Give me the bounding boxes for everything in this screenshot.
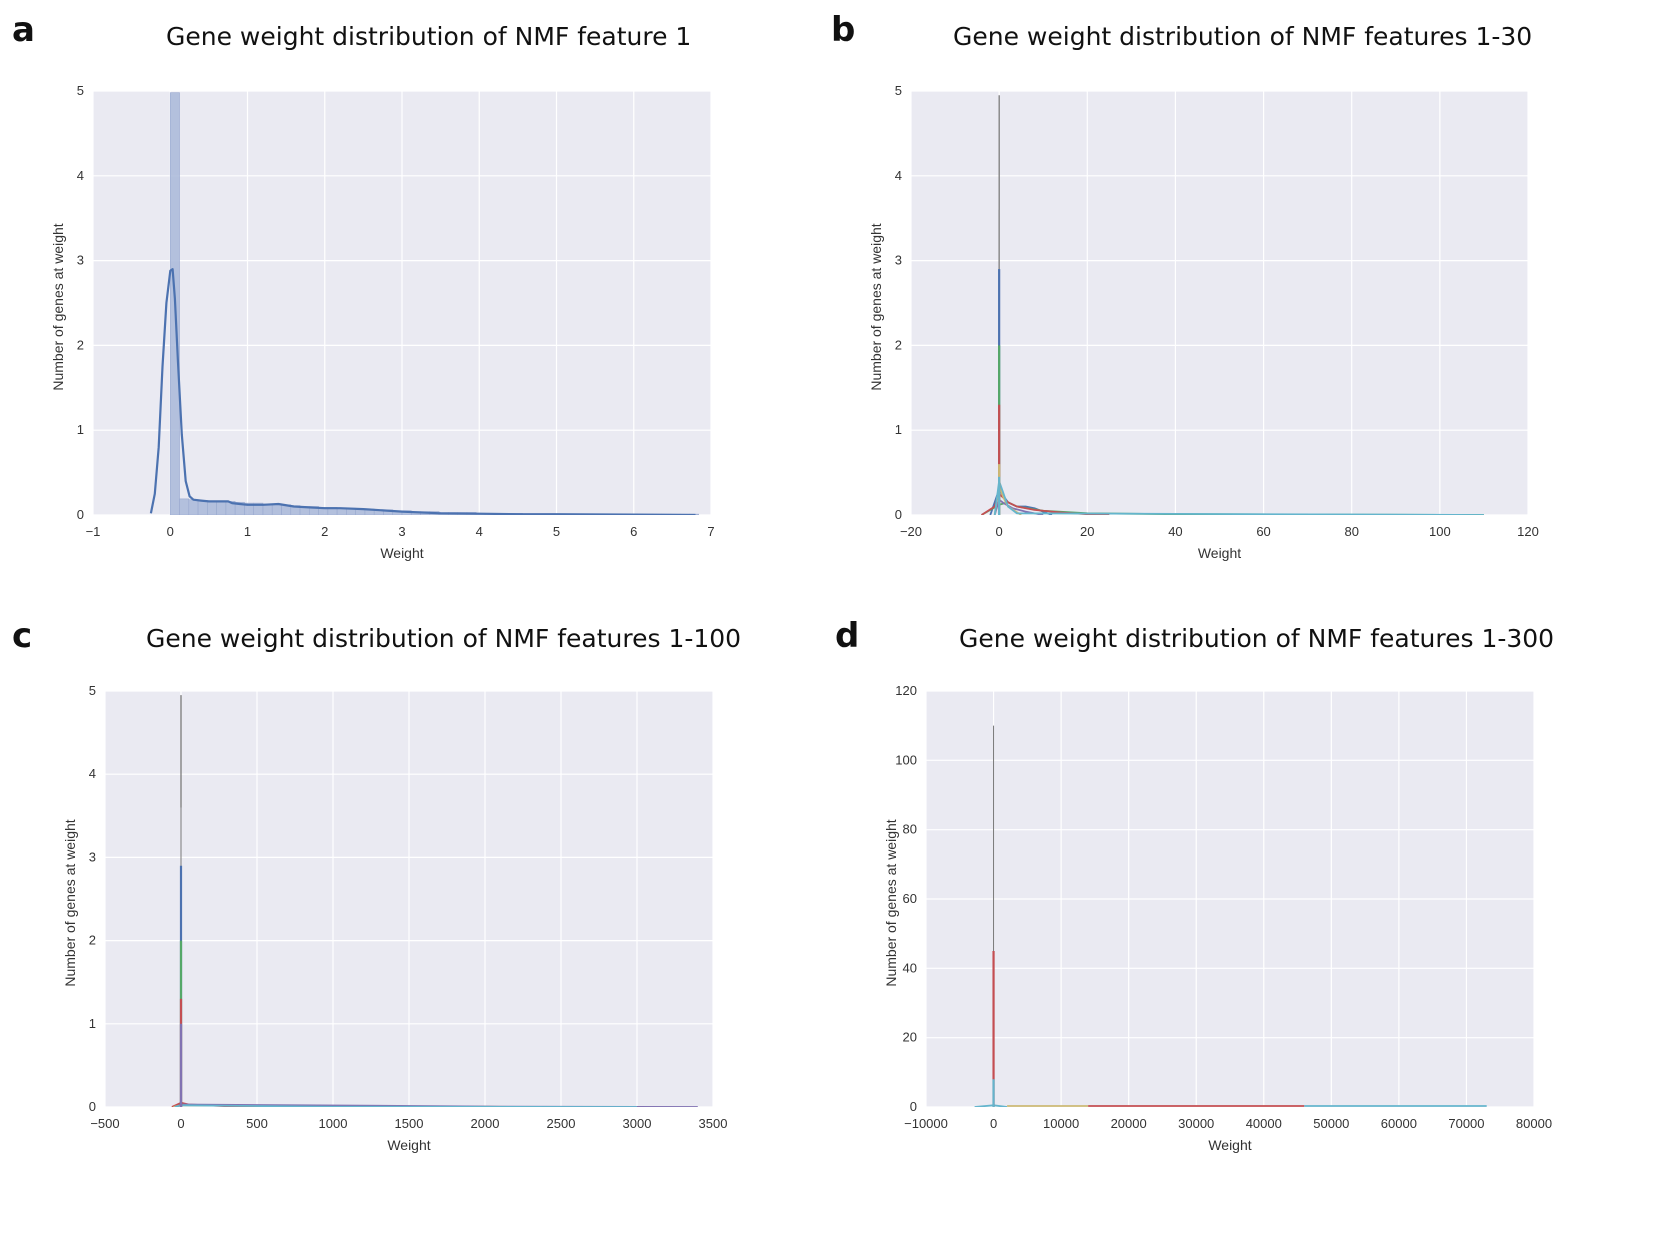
x-tick-label: 1500: [395, 1116, 424, 1131]
x-tick-label: 1000: [319, 1116, 348, 1131]
x-tick-label: 2500: [547, 1116, 576, 1131]
y-tick-label: 2: [77, 337, 84, 352]
x-tick-label: −500: [90, 1116, 119, 1131]
x-tick-label: 5: [553, 524, 560, 539]
x-tick-label: 120: [1517, 524, 1539, 539]
x-tick-label: 1: [244, 524, 251, 539]
chart-svg: −10000 0 10000 20000 30000 40000 50000 60000 700…: [883, 683, 1552, 1153]
panel-letter: a: [12, 10, 35, 50]
y-tick-label: 0: [895, 507, 902, 522]
x-tick-label: 60000: [1381, 1116, 1417, 1131]
y-tick-label: 1: [77, 422, 84, 437]
x-tick-label: 3500: [699, 1116, 728, 1131]
x-tick-label: 40000: [1246, 1116, 1282, 1131]
x-tick-label: 0: [990, 1116, 997, 1131]
y-axis-label: Number of genes at weight: [62, 819, 78, 986]
x-tick-label: 20: [1080, 524, 1094, 539]
chart-title: Gene weight distribution of NMF features…: [146, 624, 742, 653]
chart-panel-b: b Gene weight distribution of NMF featur…: [831, 0, 1662, 622]
chart-title: Gene weight distribution of NMF features…: [953, 22, 1533, 51]
x-axis-label: Weight: [387, 1137, 430, 1153]
y-tick-label: 60: [903, 891, 917, 906]
y-axis-label: Number of genes at weight: [868, 223, 884, 390]
y-tick-label: 5: [895, 83, 902, 98]
chart-marks: [981, 95, 1484, 515]
y-tick-label: 3: [89, 849, 96, 864]
y-tick-label: 0: [89, 1099, 96, 1114]
x-axis-label: Weight: [1208, 1137, 1251, 1153]
chart-marks: [149, 92, 699, 515]
x-tick-label: 7: [707, 524, 714, 539]
y-tick-label: 5: [77, 83, 84, 98]
y-tick-label: 100: [895, 752, 917, 767]
x-tick-label: 6: [630, 524, 637, 539]
y-tick-label: 5: [89, 683, 96, 698]
x-tick-label: 3000: [623, 1116, 652, 1131]
x-tick-label: 70000: [1448, 1116, 1484, 1131]
x-tick-label: 50000: [1313, 1116, 1349, 1131]
y-axis-label: Number of genes at weight: [883, 819, 899, 986]
kde-curve: [174, 1104, 638, 1107]
y-tick-label: 40: [903, 960, 917, 975]
chart-panel-a: a Gene weight distribution of NMF featur…: [0, 0, 831, 622]
chart-title: Gene weight distribution of NMF features…: [959, 624, 1555, 653]
panel-letter: b: [831, 10, 856, 50]
chart-title: Gene weight distribution of NMF feature …: [166, 22, 692, 51]
chart-svg: −20 0 20 40 60 80 100 120 0 1 2 3 4 5 Weight Number of …: [868, 83, 1539, 561]
x-tick-label: 4: [476, 524, 483, 539]
y-axis-label: Number of genes at weight: [50, 223, 66, 390]
y-tick-label: 0: [77, 507, 84, 522]
x-axis-label: Weight: [380, 545, 423, 561]
x-axis-label: Weight: [1198, 545, 1241, 561]
chart-panel-d: d Gene weight distribution of NMF featur…: [831, 616, 1662, 1244]
y-tick-label: 3: [895, 253, 902, 268]
y-tick-label: 2: [895, 337, 902, 352]
x-tick-label: 80000: [1516, 1116, 1552, 1131]
y-tick-label: 120: [895, 683, 917, 698]
histogram-bar: [179, 498, 190, 515]
x-tick-label: 2000: [471, 1116, 500, 1131]
histogram-bar: [197, 500, 208, 515]
chart-marks: [974, 725, 1487, 1107]
y-tick-label: 1: [89, 1016, 96, 1031]
x-tick-label: 40: [1168, 524, 1182, 539]
y-tick-label: 3: [77, 253, 84, 268]
y-tick-label: 4: [77, 168, 84, 183]
x-tick-label: 0: [167, 524, 174, 539]
chart-svg: −500 0 500 1000 1500 2000 2500 3000 3500 0 1 2 3 4 5 We…: [62, 683, 728, 1153]
x-tick-label: 60: [1256, 524, 1270, 539]
panel-letter: c: [12, 616, 33, 656]
x-tick-label: 30000: [1178, 1116, 1214, 1131]
x-tick-label: 20000: [1111, 1116, 1147, 1131]
x-tick-label: 500: [246, 1116, 268, 1131]
x-tick-label: 80: [1344, 524, 1358, 539]
y-tick-label: 4: [895, 168, 902, 183]
x-tick-label: 10000: [1043, 1116, 1079, 1131]
panel-letter: d: [835, 616, 860, 656]
plot-area: [911, 91, 1528, 515]
histogram-bar: [207, 501, 217, 515]
chart-marks: [171, 695, 698, 1107]
y-tick-label: 4: [89, 766, 96, 781]
x-tick-label: −10000: [904, 1116, 948, 1131]
x-tick-label: 100: [1429, 524, 1451, 539]
kde-curve: [149, 268, 696, 515]
x-tick-label: −1: [86, 524, 101, 539]
histogram-bar: [216, 501, 227, 515]
y-tick-label: 1: [895, 422, 902, 437]
x-tick-label: 3: [398, 524, 405, 539]
chart-panel-c: c Gene weight distribution of NMF featur…: [0, 616, 831, 1244]
y-tick-label: 20: [903, 1030, 917, 1045]
histogram-bar: [188, 499, 199, 515]
x-tick-label: −20: [900, 524, 922, 539]
histogram-bar: [271, 503, 282, 515]
x-tick-label: 0: [996, 524, 1003, 539]
y-tick-label: 0: [910, 1099, 917, 1114]
x-tick-label: 2: [321, 524, 328, 539]
y-tick-label: 80: [903, 822, 917, 837]
y-tick-label: 2: [89, 933, 96, 948]
x-tick-label: 0: [177, 1116, 184, 1131]
